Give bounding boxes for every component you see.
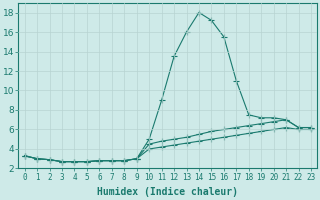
X-axis label: Humidex (Indice chaleur): Humidex (Indice chaleur) bbox=[97, 187, 238, 197]
